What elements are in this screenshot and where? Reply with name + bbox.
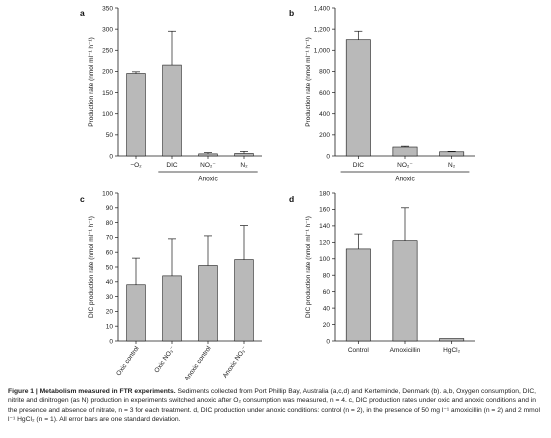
y-tick-label: 30 xyxy=(106,294,114,301)
y-tick-label: 250 xyxy=(102,48,113,55)
y-tick-label: 40 xyxy=(106,279,114,286)
y-tick-label: 20 xyxy=(106,309,114,316)
bar xyxy=(439,338,465,342)
x-tick-label: NO₂⁻ xyxy=(200,162,216,169)
y-axis-label: DIC production rate (nmol ml⁻¹ h⁻¹) xyxy=(88,216,95,318)
bar xyxy=(126,73,146,157)
y-tick-label: 100 xyxy=(102,111,113,118)
bar xyxy=(439,151,465,157)
caption-body: Sediments collected from Port Phillip Ba… xyxy=(8,388,540,423)
y-tick-label: 150 xyxy=(102,90,113,97)
y-tick-label: 120 xyxy=(319,240,330,247)
panel-b-chart: b 0 200 400 600 800 1,000 1,200 1,400 Production … xyxy=(289,5,475,183)
panel-a-chart: a 0 50 100 150 200 250 300 350 Production rate (n… xyxy=(80,5,262,183)
x-tick-label: Oxic NO₃⁻ xyxy=(153,345,176,374)
y-tick-label: 200 xyxy=(102,69,113,76)
y-axis-label: DIC production rate (nmol ml⁻¹ h⁻¹) xyxy=(305,216,312,318)
bar xyxy=(198,153,218,157)
bar xyxy=(234,259,254,342)
y-tick-label: 0 xyxy=(326,338,330,345)
panel-d-chart: d 0 20 40 60 80 100 120 140 160 180 DIC production … xyxy=(289,190,475,354)
x-tick-label: NO₂⁻ xyxy=(397,162,413,169)
y-tick-label: 60 xyxy=(323,289,331,296)
y-tick-label: 20 xyxy=(323,322,331,329)
y-tick-label: 80 xyxy=(323,273,331,280)
y-tick-label: 200 xyxy=(319,132,330,139)
y-tick-label: 100 xyxy=(319,256,330,263)
y-tick-label: 1,200 xyxy=(314,26,331,33)
x-tick-label: DIC xyxy=(166,162,178,169)
x-tick-label: Anoxic NO₃⁻ xyxy=(222,345,249,379)
bar xyxy=(345,248,371,342)
figure-caption: Figure 1 | Metabolism measured in FTR ex… xyxy=(8,387,546,424)
panel-letter: b xyxy=(289,8,294,18)
y-tick-label: 80 xyxy=(106,220,114,227)
group-label: Anoxic xyxy=(395,176,415,183)
x-tick-label: N₂ xyxy=(448,162,456,169)
y-tick-label: 140 xyxy=(319,223,330,230)
y-tick-label: 180 xyxy=(319,190,330,197)
bar xyxy=(392,240,418,342)
bar xyxy=(198,265,218,342)
y-tick-label: 50 xyxy=(106,132,114,139)
y-tick-label: 600 xyxy=(319,90,330,97)
y-tick-label: 0 xyxy=(109,153,113,160)
y-tick-label: 50 xyxy=(106,264,114,271)
y-tick-label: 100 xyxy=(102,190,113,197)
caption-title: Figure 1 | Metabolism measured in FTR ex… xyxy=(8,388,176,395)
panel-letter: a xyxy=(80,8,85,18)
y-tick-label: 1,400 xyxy=(314,5,331,12)
y-tick-label: 350 xyxy=(102,5,113,12)
panel-letter: c xyxy=(80,194,85,204)
y-axis-label: Production rate (nmol ml⁻¹ h⁻¹) xyxy=(88,37,95,127)
bar xyxy=(162,64,182,157)
x-tick-label: −O₂ xyxy=(130,162,142,169)
x-tick-label: Oxic control xyxy=(115,345,141,378)
y-tick-label: 0 xyxy=(326,153,330,160)
bar xyxy=(345,39,371,157)
y-tick-label: 400 xyxy=(319,111,330,118)
group-label: Anoxic xyxy=(198,176,218,183)
x-tick-label: DIC xyxy=(353,162,365,169)
y-tick-label: 300 xyxy=(102,26,113,33)
x-tick-label: N₂ xyxy=(240,162,248,169)
panel-c-chart: c 0 10 20 30 40 50 60 70 80 90 100 DIC production ra… xyxy=(80,190,262,380)
y-tick-label: 60 xyxy=(106,250,114,257)
y-tick-label: 0 xyxy=(109,338,113,345)
x-tick-label: HgCl₂ xyxy=(443,347,460,354)
y-tick-label: 40 xyxy=(323,305,331,312)
y-tick-label: 10 xyxy=(106,324,114,331)
bar xyxy=(234,153,254,157)
y-tick-label: 800 xyxy=(319,69,330,76)
x-tick-label: Amoxicillin xyxy=(390,347,421,354)
panel-letter: d xyxy=(289,194,294,204)
y-tick-label: 90 xyxy=(106,205,114,212)
bar xyxy=(162,275,182,342)
y-tick-label: 1,000 xyxy=(314,48,331,55)
bar xyxy=(126,284,146,342)
x-tick-label: Control xyxy=(348,347,370,354)
y-tick-label: 70 xyxy=(106,235,114,242)
bar xyxy=(392,146,418,157)
y-axis-label: Production rate (nmol ml⁻¹ h⁻¹) xyxy=(305,37,312,127)
y-tick-label: 160 xyxy=(319,207,330,214)
x-tick-label: Anoxic control xyxy=(183,345,212,380)
